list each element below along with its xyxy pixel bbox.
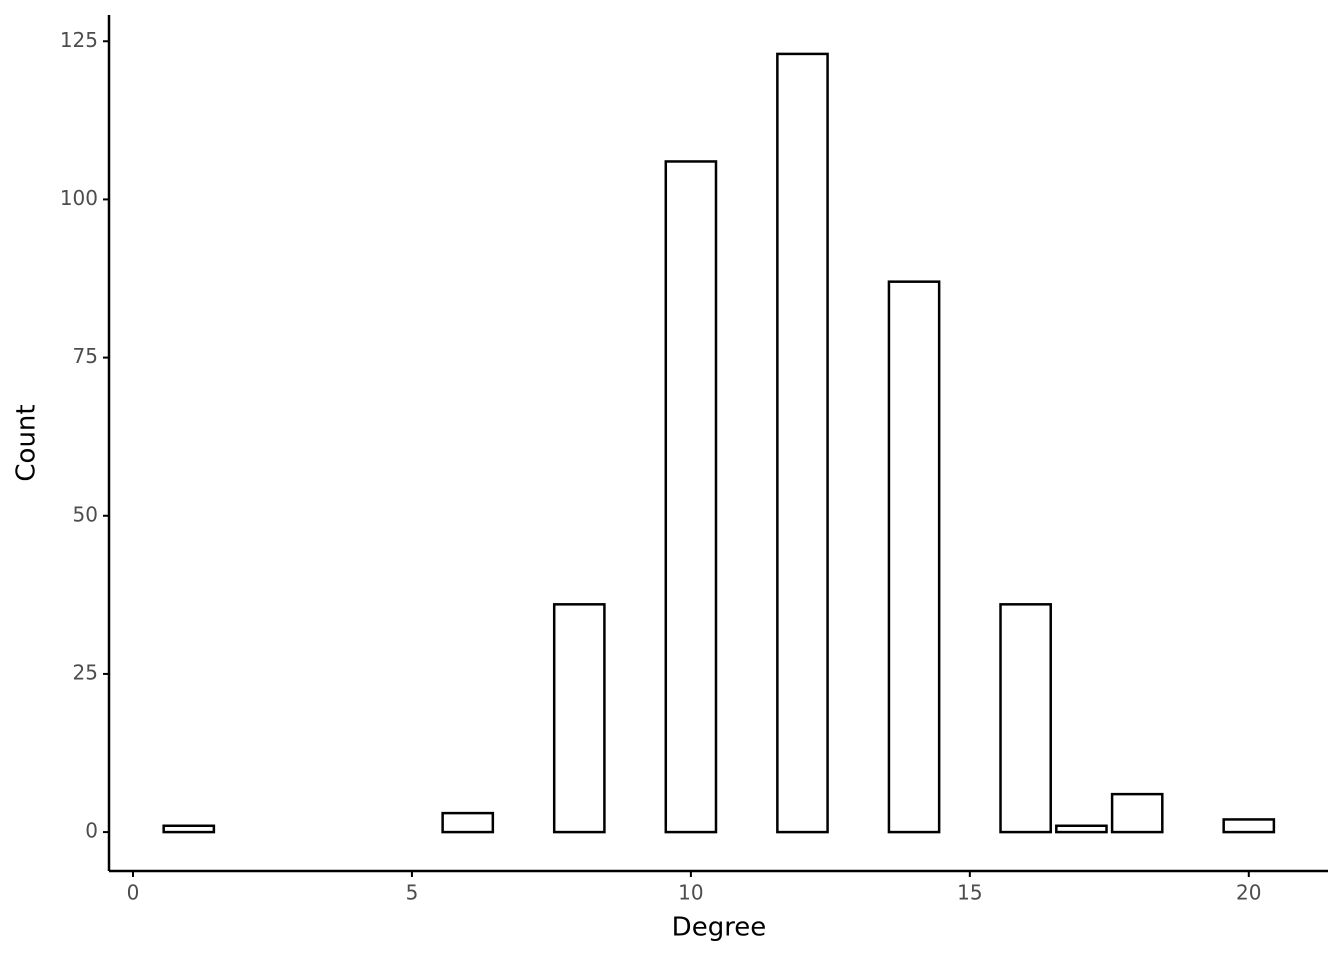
bar	[162, 824, 216, 834]
y-tick-label: 50	[73, 502, 98, 526]
y-tick-label: 25	[73, 660, 98, 684]
y-tick-label: 0	[85, 819, 98, 843]
bar	[1222, 818, 1276, 834]
y-tick-label: 100	[60, 186, 98, 210]
bar	[664, 160, 718, 834]
bar	[1110, 792, 1164, 834]
y-tick-label: 75	[73, 344, 98, 368]
x-tick-label: 15	[957, 881, 982, 905]
x-tick-label: 5	[406, 881, 419, 905]
x-tick-label: 10	[678, 881, 703, 905]
x-tick-label: 0	[127, 881, 140, 905]
bar	[999, 603, 1052, 834]
bar	[1055, 824, 1108, 834]
y-tick-label: 125	[60, 28, 98, 52]
bar	[441, 811, 495, 834]
x-axis-title: Degree	[672, 913, 767, 943]
bar	[776, 52, 829, 834]
x-tick-label: 20	[1236, 881, 1261, 905]
bar	[887, 280, 941, 834]
y-axis-title: Count	[12, 404, 42, 481]
bar	[552, 603, 606, 834]
